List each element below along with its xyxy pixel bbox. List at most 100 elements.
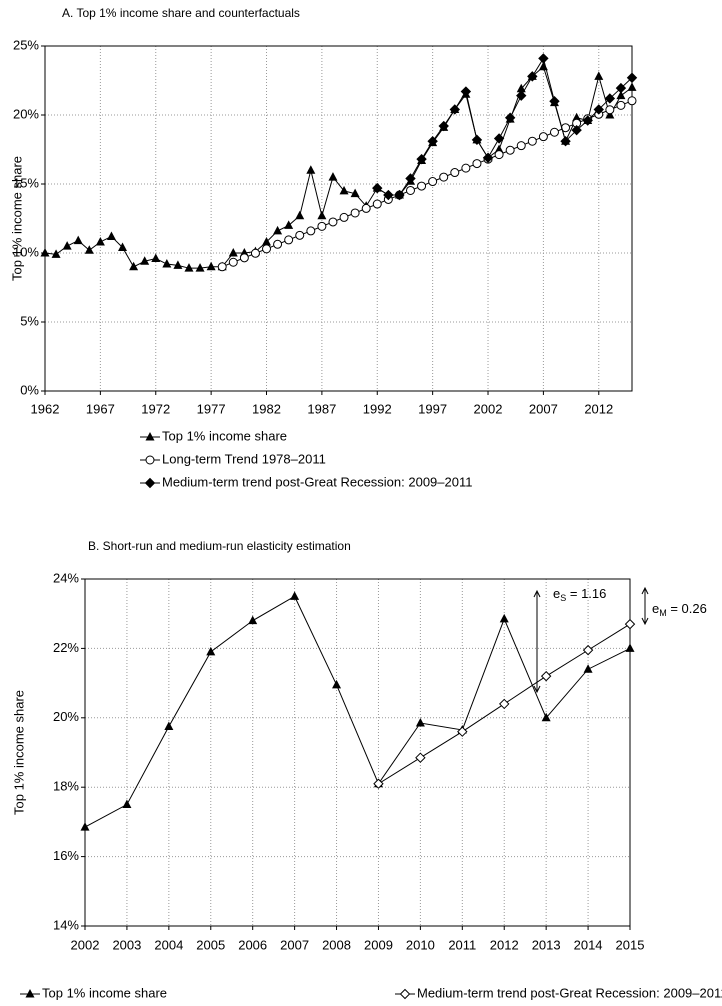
- x-tick-label: 1997: [418, 401, 447, 416]
- data-point: [516, 83, 526, 93]
- data-point: [516, 90, 527, 101]
- data-point: [538, 53, 549, 64]
- x-tick-label: 2006: [238, 937, 267, 952]
- y-tick-label: 0%: [20, 382, 39, 397]
- data-point: [51, 249, 61, 258]
- data-point: [541, 712, 551, 722]
- data-point: [84, 245, 94, 254]
- data-point: [438, 120, 449, 132]
- x-tick-label: 2009: [364, 937, 393, 952]
- data-point: [504, 112, 516, 123]
- data-point: [626, 72, 638, 83]
- legend-marker: [145, 455, 155, 465]
- y-tick-label: 18%: [53, 779, 79, 794]
- y-tick-label: 5%: [20, 313, 39, 328]
- data-point: [129, 261, 139, 271]
- data-point: [615, 82, 627, 94]
- data-point: [273, 239, 283, 249]
- data-point: [383, 189, 394, 201]
- series-line: [376, 57, 633, 196]
- data-point: [248, 615, 258, 625]
- plot-frame: [44, 45, 633, 392]
- y-tick-label: 24%: [53, 570, 79, 585]
- data-point: [472, 159, 482, 169]
- data-point: [527, 136, 537, 146]
- data-point: [273, 225, 283, 235]
- data-point: [262, 236, 272, 246]
- data-point: [118, 242, 128, 251]
- data-point: [505, 145, 515, 155]
- arrow-head: [641, 617, 649, 626]
- data-point: [571, 124, 582, 136]
- data-point: [460, 86, 472, 97]
- x-tick-label: 2012: [490, 937, 519, 952]
- data-point: [162, 259, 172, 268]
- y-tick-label: 22%: [53, 640, 79, 655]
- data-point: [582, 644, 594, 656]
- y-tick-label: 16%: [53, 848, 79, 863]
- data-point: [239, 253, 249, 263]
- data-point: [560, 136, 571, 147]
- data-point: [427, 136, 438, 147]
- data-point: [373, 778, 384, 789]
- data-point: [350, 188, 360, 198]
- annotation: eS = 1.16: [553, 586, 606, 603]
- plot-frame: [84, 578, 631, 927]
- data-point: [184, 263, 194, 272]
- data-point: [284, 220, 294, 229]
- data-point: [428, 177, 438, 187]
- y-tick-label: 20%: [53, 709, 79, 724]
- data-point: [62, 241, 72, 250]
- series-line: [44, 65, 633, 269]
- arrow-head: [533, 685, 541, 694]
- data-point: [471, 134, 483, 146]
- data-point: [122, 799, 132, 809]
- data-point: [493, 133, 505, 144]
- arrow-head: [533, 589, 541, 598]
- data-point: [549, 127, 559, 137]
- data-point: [106, 231, 116, 240]
- y-tick-label: 15%: [13, 175, 39, 190]
- annotation: eM = 0.26: [652, 601, 707, 618]
- data-point: [173, 260, 183, 269]
- data-point: [482, 152, 494, 163]
- data-point: [416, 153, 427, 165]
- legend-label: Long-term Trend 1978–2011: [162, 451, 326, 466]
- data-point: [262, 244, 272, 254]
- series-line: [84, 595, 631, 828]
- x-tick-label: 2011: [448, 937, 476, 952]
- data-point: [593, 104, 604, 115]
- x-tick-label: 1962: [31, 401, 60, 416]
- data-point: [339, 212, 349, 222]
- data-point: [206, 261, 216, 271]
- x-tick-label: 2012: [584, 401, 613, 416]
- data-point: [616, 90, 626, 100]
- annotation-text: e: [553, 586, 560, 601]
- y-tick-label: 10%: [13, 244, 39, 259]
- legend-label: Top 1% income share: [42, 985, 167, 1000]
- legend-marker: [25, 989, 35, 998]
- arrow-head: [641, 586, 649, 595]
- data-point: [339, 185, 349, 195]
- data-point: [328, 217, 338, 227]
- data-point: [605, 105, 615, 115]
- legend-label: Top 1% income share: [162, 428, 287, 443]
- data-point: [457, 726, 468, 737]
- data-point: [195, 263, 205, 272]
- data-point: [405, 185, 415, 195]
- data-point: [328, 172, 338, 181]
- y-axis-label: Top 1% income share: [11, 690, 26, 815]
- data-point: [217, 262, 227, 272]
- x-tick-label: 1987: [307, 401, 336, 416]
- data-point: [290, 591, 300, 600]
- data-point: [284, 235, 294, 245]
- data-point: [516, 141, 526, 151]
- data-point: [140, 256, 150, 265]
- data-point: [372, 182, 383, 194]
- legend-marker: [144, 477, 156, 489]
- x-tick-label: 2005: [196, 937, 225, 952]
- x-tick-label: 1972: [141, 401, 170, 416]
- y-axis-label: Top 1% income share: [9, 156, 24, 281]
- data-point: [332, 679, 342, 689]
